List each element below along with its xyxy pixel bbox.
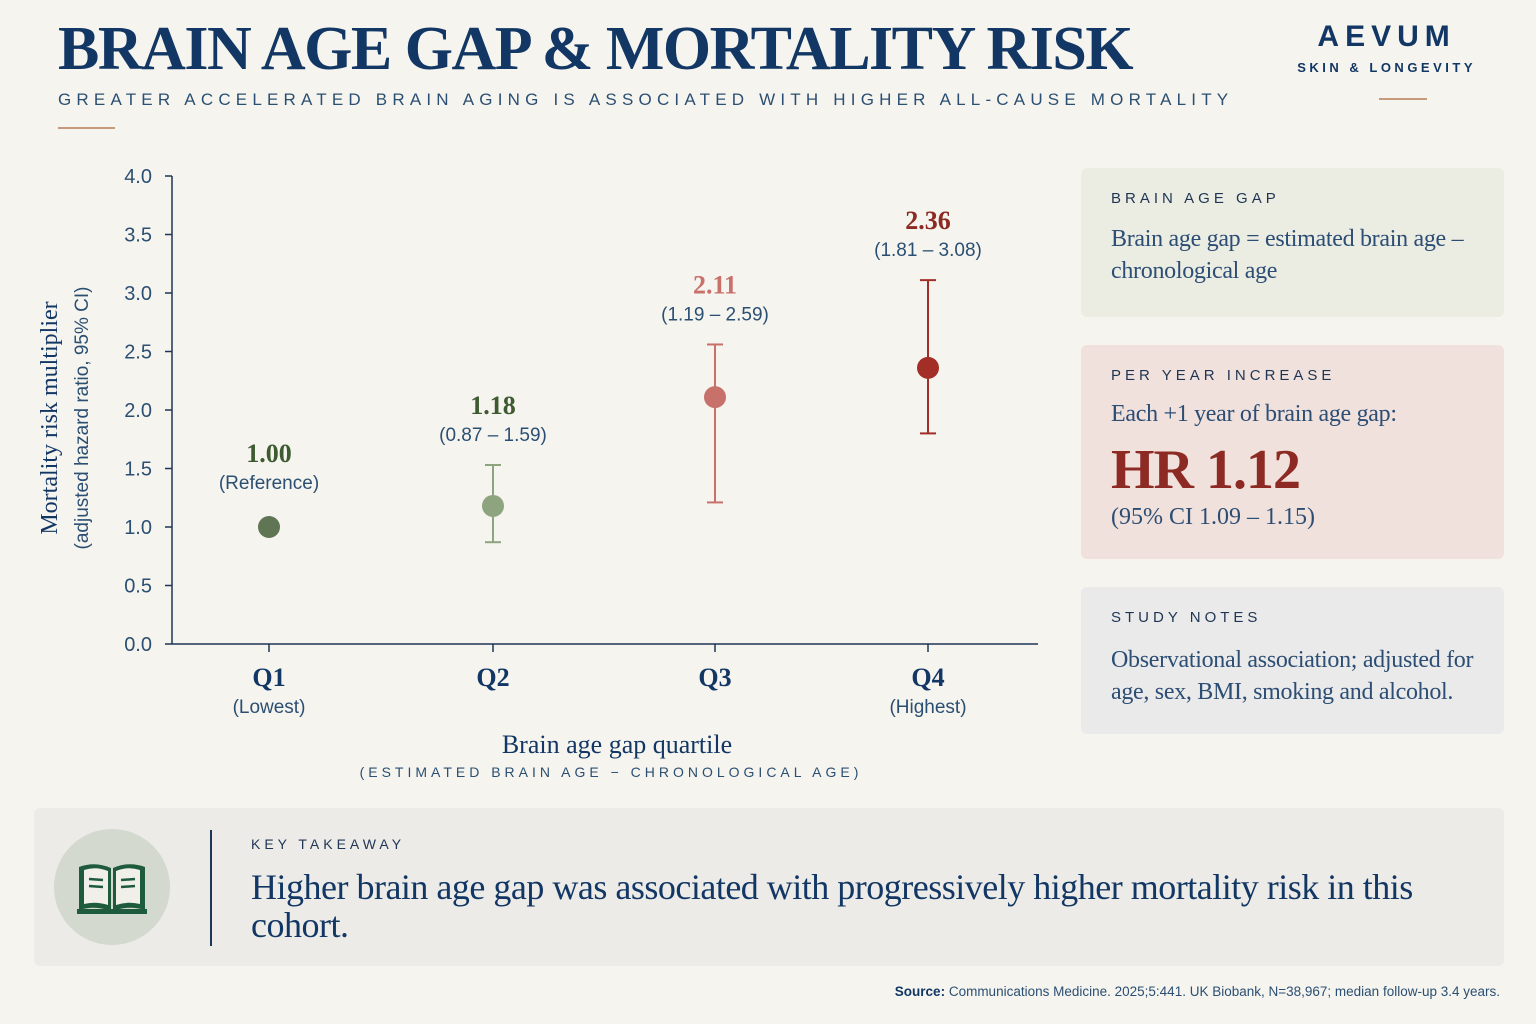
study-notes-label: STUDY NOTES xyxy=(1111,609,1262,626)
x-tick-label-q1: Q1 xyxy=(252,663,285,692)
study-notes-text: Observational association; adjusted for … xyxy=(1111,647,1474,705)
y-tick-label-1: 0.5 xyxy=(124,576,152,598)
brand-name: AEVUM xyxy=(1317,20,1456,53)
takeaway-divider xyxy=(210,830,212,946)
ci-label-q3: (1.19 – 2.59) xyxy=(661,304,769,325)
ci-label-q1: (Reference) xyxy=(219,473,319,494)
hazard-ratio-chart: 0.0 0.5 1.0 1.5 2.0 2.5 3.0 3.5 4.0 Mortality ris… xyxy=(37,166,1038,780)
page-subtitle: GREATER ACCELERATED BRAIN AGING IS ASSOC… xyxy=(58,90,1234,109)
value-label-q2: 1.18 xyxy=(470,391,516,420)
per-year-confidence-interval: (95% CI 1.09 – 1.15) xyxy=(1111,504,1315,530)
x-tick-sublabel-q1: (Lowest) xyxy=(233,697,306,718)
per-year-increase-label: PER YEAR INCREASE xyxy=(1111,367,1336,384)
source-text: Communications Medicine. 2025;5:441. UK … xyxy=(945,984,1500,999)
x-tick-label-q4: Q4 xyxy=(911,663,944,692)
y-axis-subtitle: (adjusted hazard ratio, 95% CI) xyxy=(72,287,93,550)
ci-label-q4: (1.81 – 3.08) xyxy=(874,240,982,261)
study-notes-card: STUDY NOTES Observational association; a… xyxy=(1081,587,1504,734)
per-year-increase-card: PER YEAR INCREASE Each +1 year of brain … xyxy=(1081,345,1504,559)
y-tick-label-5: 2.5 xyxy=(124,342,152,364)
data-point-q2 xyxy=(482,494,504,517)
key-takeaway-panel: KEY TAKEAWAY Higher brain age gap was as… xyxy=(34,808,1504,966)
data-point-q3 xyxy=(704,386,726,409)
brain-age-gap-card-label: BRAIN AGE GAP xyxy=(1111,190,1280,207)
data-point-q4 xyxy=(917,356,939,379)
x-tick-label-q3: Q3 xyxy=(698,663,731,692)
value-label-q1: 1.00 xyxy=(246,439,292,468)
ci-label-q2: (0.87 – 1.59) xyxy=(439,425,547,446)
x-axis-subtitle: (ESTIMATED BRAIN AGE − CHRONOLOGICAL AGE… xyxy=(360,764,863,780)
per-year-increase-text: Each +1 year of brain age gap: xyxy=(1111,401,1397,427)
title-accent-line xyxy=(58,127,115,129)
y-tick-label-4: 2.0 xyxy=(124,400,152,422)
x-tick-sublabel-q4: (Highest) xyxy=(889,697,966,718)
y-tick-label-3: 1.5 xyxy=(124,459,152,481)
y-tick-label-8: 4.0 xyxy=(124,166,152,188)
source-label: Source: xyxy=(894,984,946,999)
data-point-q1 xyxy=(258,516,280,538)
brain-age-gap-definition: Brain age gap = estimated brain age – ch… xyxy=(1111,226,1464,284)
book-icon-circle xyxy=(54,829,170,945)
source-citation: Source: Communications Medicine. 2025;5:… xyxy=(895,984,1500,999)
x-tick-label-q2: Q2 xyxy=(476,663,509,692)
y-tick-label-0: 0.0 xyxy=(124,634,152,656)
x-axis-title: Brain age gap quartile xyxy=(502,730,732,759)
y-tick-label-2: 1.0 xyxy=(124,517,152,539)
page-title: BRAIN AGE GAP & MORTALITY RISK xyxy=(58,15,1134,83)
takeaway-text: Higher brain age gap was associated with… xyxy=(251,867,1413,945)
brand-accent-line xyxy=(1379,98,1427,100)
per-year-hazard-ratio: HR 1.12 xyxy=(1111,439,1301,501)
brain-age-gap-card: BRAIN AGE GAP Brain age gap = estimated … xyxy=(1081,168,1504,317)
brand-logo: AEVUM SKIN & LONGEVITY xyxy=(1297,20,1476,75)
y-tick-label-7: 3.5 xyxy=(124,225,152,247)
brand-tagline: SKIN & LONGEVITY xyxy=(1297,60,1476,75)
value-label-q3: 2.11 xyxy=(693,270,737,299)
value-label-q4: 2.36 xyxy=(905,206,951,235)
takeaway-label: KEY TAKEAWAY xyxy=(251,836,406,852)
y-axis-title: Mortality risk multiplier xyxy=(37,301,63,534)
book-icon xyxy=(77,864,147,914)
y-tick-label-6: 3.0 xyxy=(124,283,152,305)
